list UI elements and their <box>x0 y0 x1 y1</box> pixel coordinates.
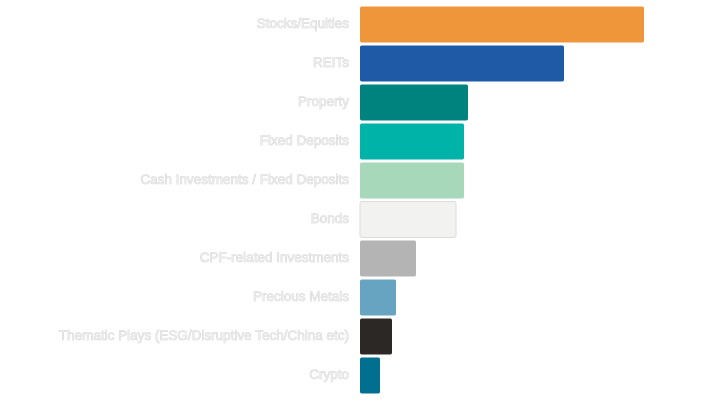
category-label: REITs <box>313 55 349 70</box>
category-label: Cash Investments / Fixed Deposits <box>140 172 349 187</box>
bar <box>360 6 644 43</box>
bar <box>360 45 564 82</box>
bar <box>360 357 380 394</box>
category-label: Property <box>298 94 349 109</box>
category-label: Fixed Deposits <box>260 133 350 148</box>
category-label: Precious Metals <box>253 289 349 304</box>
category-label: CPF-related Investments <box>200 250 350 265</box>
category-label: Stocks/Equities <box>257 16 350 31</box>
bar <box>360 240 416 277</box>
bar <box>359 201 457 238</box>
bar <box>360 318 392 355</box>
bar <box>360 84 468 121</box>
bar <box>360 123 464 160</box>
bar <box>360 279 396 316</box>
category-label: Bonds <box>311 211 350 226</box>
category-label: Thematic Plays (ESG/Disruptive Tech/Chin… <box>59 328 349 343</box>
bar <box>360 162 464 199</box>
category-label: Crypto <box>309 367 349 382</box>
